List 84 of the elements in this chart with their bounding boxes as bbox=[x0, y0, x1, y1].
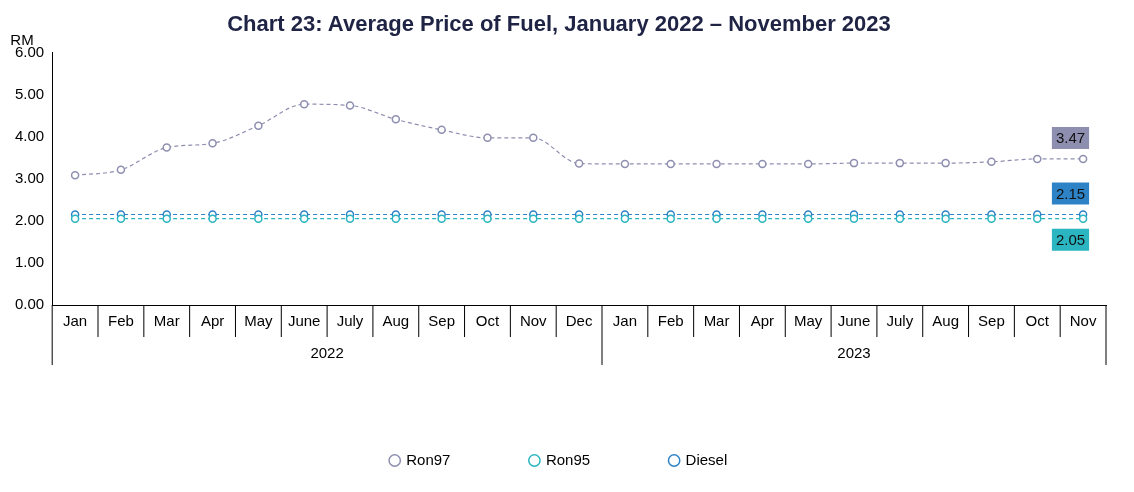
point bbox=[666, 159, 675, 169]
point bbox=[987, 157, 996, 167]
point bbox=[483, 133, 492, 143]
x-tick-label: July bbox=[336, 312, 364, 330]
point bbox=[941, 158, 950, 168]
point bbox=[162, 214, 171, 223]
point bbox=[987, 214, 996, 223]
data-label: 3.47 bbox=[1055, 129, 1086, 147]
point bbox=[803, 159, 813, 169]
legend-label: Ron97 bbox=[406, 450, 451, 468]
point bbox=[529, 133, 538, 143]
x-tick-label: June bbox=[837, 312, 871, 330]
legend-label: Ron95 bbox=[545, 450, 591, 468]
legend-label: Diesel bbox=[685, 450, 728, 468]
x-tick-label: Oct bbox=[1025, 312, 1050, 330]
x-tick-label: Apr bbox=[750, 312, 775, 330]
point bbox=[1078, 214, 1088, 223]
x-tick-label: Dec bbox=[565, 312, 593, 330]
x-tick-label: May bbox=[794, 312, 823, 330]
x-tick-label: Feb bbox=[107, 312, 134, 330]
point bbox=[254, 121, 263, 130]
point bbox=[254, 214, 263, 223]
x-tick-label: Sep bbox=[978, 312, 1005, 330]
x-tick-label: Aug bbox=[382, 312, 410, 330]
y-tick-label: 0.00 bbox=[14, 295, 45, 313]
point bbox=[1033, 214, 1042, 223]
x-tick-label: Oct bbox=[475, 312, 500, 330]
point bbox=[1078, 154, 1088, 164]
point bbox=[208, 214, 217, 223]
x-tick-label: Mar bbox=[703, 312, 730, 330]
point bbox=[666, 214, 675, 223]
point bbox=[712, 214, 721, 223]
x-tick-label: Sep bbox=[428, 312, 455, 330]
point bbox=[758, 214, 767, 223]
text: 2022 bbox=[310, 344, 344, 362]
point bbox=[895, 158, 905, 168]
point bbox=[758, 159, 767, 169]
data-label: 2.05 bbox=[1055, 230, 1086, 248]
y-tick-label: 4.00 bbox=[14, 126, 45, 144]
x-tick-label: Aug bbox=[932, 312, 959, 330]
point bbox=[391, 214, 401, 223]
x-tick-label: May bbox=[244, 312, 274, 330]
point bbox=[162, 143, 171, 152]
point bbox=[116, 165, 126, 175]
point bbox=[70, 214, 80, 223]
point bbox=[116, 214, 126, 223]
point bbox=[483, 214, 492, 223]
y-tick-label: 2.00 bbox=[14, 210, 45, 228]
point bbox=[345, 101, 355, 110]
x-tick-label: Nov bbox=[1069, 312, 1097, 330]
x-tick-label: Jan bbox=[63, 312, 88, 330]
point bbox=[849, 214, 859, 223]
x-tick-label: Apr bbox=[200, 312, 225, 330]
point bbox=[70, 171, 80, 180]
text: 2023 bbox=[837, 344, 871, 362]
y-tick-label: 1.00 bbox=[14, 253, 45, 271]
point bbox=[391, 115, 401, 124]
point bbox=[941, 214, 950, 223]
x-tick-label: Feb bbox=[657, 312, 684, 330]
point bbox=[299, 99, 309, 109]
point bbox=[620, 214, 630, 223]
x-tick-label: Nov bbox=[519, 312, 548, 330]
data-label: 2.15 bbox=[1055, 184, 1086, 202]
y-tick-label: 5.00 bbox=[14, 84, 45, 102]
point bbox=[437, 125, 446, 135]
point bbox=[208, 139, 217, 148]
point bbox=[574, 214, 584, 223]
point bbox=[1033, 154, 1042, 164]
point bbox=[620, 159, 630, 169]
point bbox=[712, 159, 721, 169]
point bbox=[299, 214, 309, 223]
point bbox=[437, 214, 446, 223]
chart-title: Chart 23: Average Price of Fuel, January 2022 – November 2023 bbox=[227, 11, 891, 37]
point bbox=[574, 159, 584, 168]
x-tick-label: June bbox=[287, 312, 321, 330]
y-tick-label: 3.00 bbox=[14, 168, 45, 186]
point bbox=[895, 214, 905, 223]
point bbox=[803, 214, 813, 223]
point bbox=[345, 214, 355, 223]
x-tick-label: Mar bbox=[153, 312, 180, 330]
x-tick-label: July bbox=[886, 312, 914, 330]
x-tick-label: Jan bbox=[612, 312, 638, 330]
point bbox=[849, 158, 859, 168]
point bbox=[529, 214, 538, 223]
